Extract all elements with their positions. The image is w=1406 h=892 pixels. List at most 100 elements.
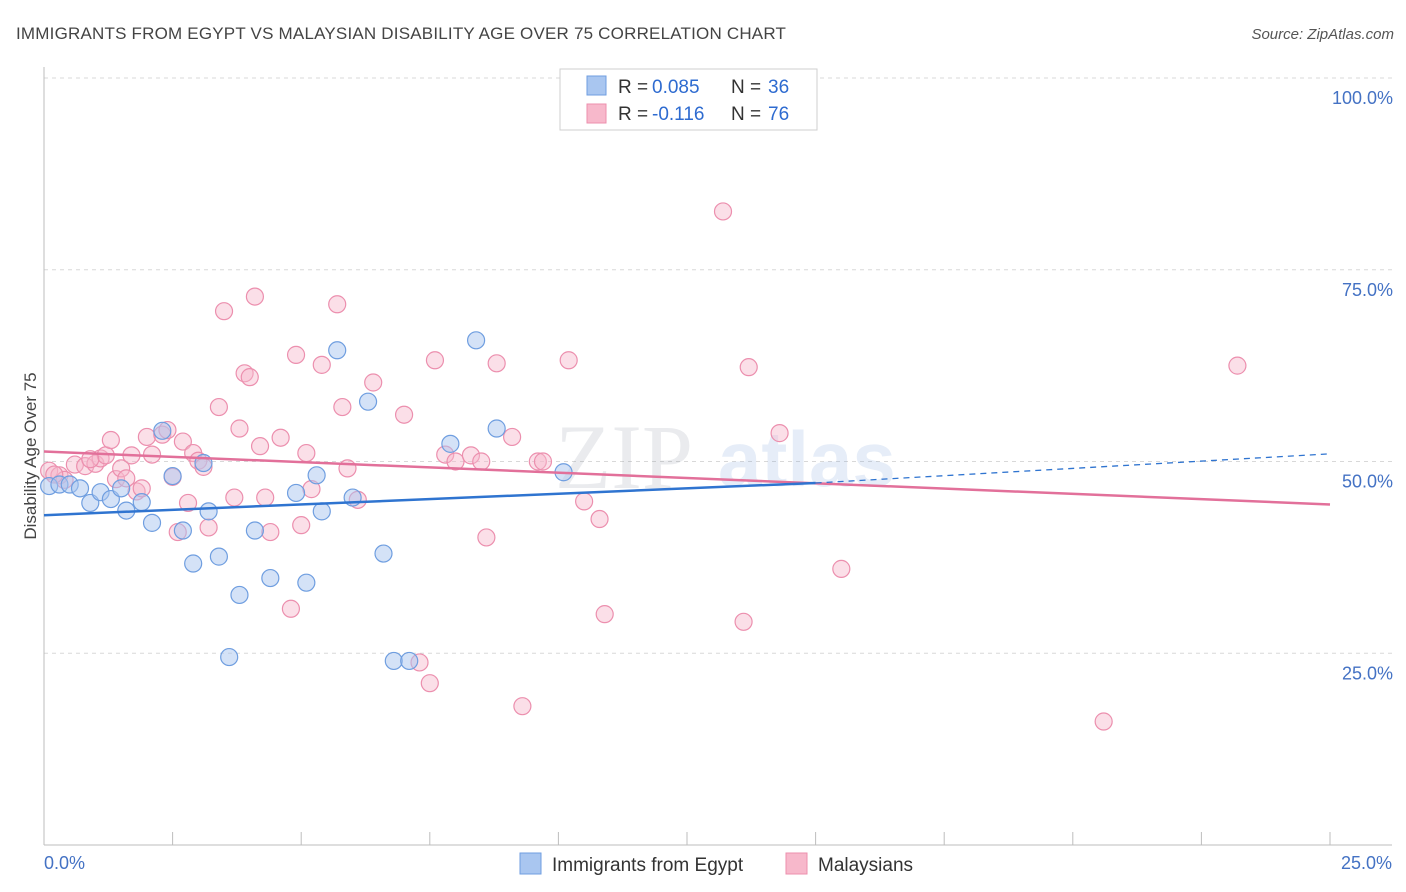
egypt-point-3 xyxy=(70,479,90,498)
egypt-point-22 xyxy=(286,483,306,503)
egypt-trend-extension xyxy=(815,453,1331,484)
malaysians-point-45 xyxy=(333,397,352,417)
series-legend-swatch-egypt xyxy=(519,852,542,875)
malaysians-point-70 xyxy=(770,424,789,443)
egypt-point-14 xyxy=(184,554,203,573)
egypt-point-11 xyxy=(153,421,172,440)
malaysians-point-32 xyxy=(240,368,259,387)
y-tick-label-100: 100.0% xyxy=(1332,88,1393,108)
series-legend: Immigrants from Egypt Malaysians xyxy=(519,852,913,876)
chart-title: IMMIGRANTS FROM EGYPT VS MALAYSIAN DISAB… xyxy=(16,24,786,43)
egypt-trend-line xyxy=(43,481,816,517)
legend-r-label-egypt: R = xyxy=(618,77,648,98)
malaysians-point-43 xyxy=(312,355,331,374)
malaysians-point-35 xyxy=(256,488,275,507)
egypt-point-18 xyxy=(220,647,239,667)
malaysians-point-46 xyxy=(338,459,357,478)
malaysians-point-68 xyxy=(734,612,753,631)
egypt-point-31 xyxy=(400,651,419,671)
malaysians-point-51 xyxy=(420,674,439,693)
legend-swatch-malaysians xyxy=(586,103,607,124)
egypt-point-12 xyxy=(163,466,182,486)
egypt-point-26 xyxy=(328,341,347,360)
egypt-point-17 xyxy=(209,547,228,566)
legend-r-value-egypt: 0.085 xyxy=(652,77,700,98)
egypt-point-13 xyxy=(173,521,192,540)
egypt-point-7 xyxy=(112,479,131,498)
egypt-point-34 xyxy=(487,419,506,438)
malaysians-point-28 xyxy=(214,302,234,321)
y-tick-labels: 25.0% 50.0% 75.0% 100.0% xyxy=(1332,88,1393,683)
malaysians-point-69 xyxy=(739,358,758,377)
malaysians-point-71 xyxy=(832,559,851,578)
x-tick-label-min: 0.0% xyxy=(44,853,85,873)
malaysians-point-60 xyxy=(513,697,532,716)
malaysians-point-27 xyxy=(209,397,228,417)
malaysians-point-36 xyxy=(261,522,280,542)
series-legend-label-egypt: Immigrants from Egypt xyxy=(552,855,744,876)
malaysians-point-30 xyxy=(230,419,249,438)
series-legend-swatch-malaysians xyxy=(785,852,808,875)
malaysians-point-49 xyxy=(394,405,414,424)
egypt-point-19 xyxy=(230,585,249,605)
watermark-atlas: atlas xyxy=(718,415,896,503)
egypt-point-9 xyxy=(132,493,151,512)
egypt-point-10 xyxy=(142,513,162,532)
stats-legend: R = 0.085 N = 36 R = -0.116 N = 76 xyxy=(559,68,818,131)
malaysians-point-55 xyxy=(461,446,481,465)
malaysians-point-38 xyxy=(281,599,301,618)
malaysians-point-66 xyxy=(595,605,614,624)
y-axis-label: Disability Age Over 75 xyxy=(21,372,40,539)
legend-r-label-malaysians: R = xyxy=(618,104,648,125)
legend-n-value-malaysians: 76 xyxy=(768,104,789,125)
malaysians-point-62 xyxy=(533,452,553,471)
malaysians-point-54 xyxy=(446,452,465,471)
malaysians-point-37 xyxy=(271,428,290,447)
watermark: ZIP atlas xyxy=(555,406,896,508)
y-tick-label-50: 50.0% xyxy=(1342,472,1393,492)
egypt-point-23 xyxy=(297,573,316,592)
malaysians-point-29 xyxy=(225,488,244,507)
malaysians-point-73 xyxy=(1228,356,1247,375)
malaysians-point-10 xyxy=(112,459,131,478)
malaysians-point-34 xyxy=(250,437,270,456)
legend-swatch-egypt xyxy=(586,75,607,96)
egypt-point-30 xyxy=(384,651,403,671)
malaysians-point-63 xyxy=(559,351,578,370)
malaysians-point-40 xyxy=(292,516,311,535)
series-legend-label-malaysians: Malaysians xyxy=(818,855,913,876)
source-label: Source: ZipAtlas.com xyxy=(1251,26,1394,43)
y-tick-label-75: 75.0% xyxy=(1342,280,1393,300)
malaysians-point-26 xyxy=(199,518,218,537)
x-tick-label-max: 25.0% xyxy=(1341,853,1392,873)
egypt-point-16 xyxy=(199,502,218,521)
egypt-points xyxy=(40,331,573,671)
egypt-point-24 xyxy=(307,466,326,485)
malaysians-point-72 xyxy=(1094,712,1113,731)
egypt-point-28 xyxy=(358,392,378,411)
malaysians-point-41 xyxy=(297,443,316,463)
y-tick-label-25: 25.0% xyxy=(1342,663,1393,683)
egypt-point-29 xyxy=(374,544,393,563)
malaysians-point-65 xyxy=(590,509,609,529)
malaysians-point-8 xyxy=(101,430,120,450)
malaysians-point-22 xyxy=(178,493,198,513)
malaysians-point-39 xyxy=(286,345,306,364)
malaysians-point-64 xyxy=(575,492,594,511)
egypt-point-21 xyxy=(261,568,280,588)
malaysians-point-57 xyxy=(477,528,496,547)
malaysians-point-33 xyxy=(245,287,265,306)
legend-n-label-egypt: N = xyxy=(731,77,761,98)
trend-lines xyxy=(43,450,1331,517)
malaysians-point-52 xyxy=(425,351,445,370)
malaysians-point-48 xyxy=(364,373,383,392)
x-ticks xyxy=(43,832,1331,845)
malaysians-trend-line xyxy=(43,450,1331,506)
legend-n-value-egypt: 36 xyxy=(768,77,789,98)
malaysians-point-44 xyxy=(328,295,347,314)
malaysians-point-67 xyxy=(713,202,733,221)
malaysians-point-56 xyxy=(472,452,491,471)
malaysians-point-58 xyxy=(487,354,506,373)
legend-r-value-malaysians: -0.116 xyxy=(652,104,704,125)
